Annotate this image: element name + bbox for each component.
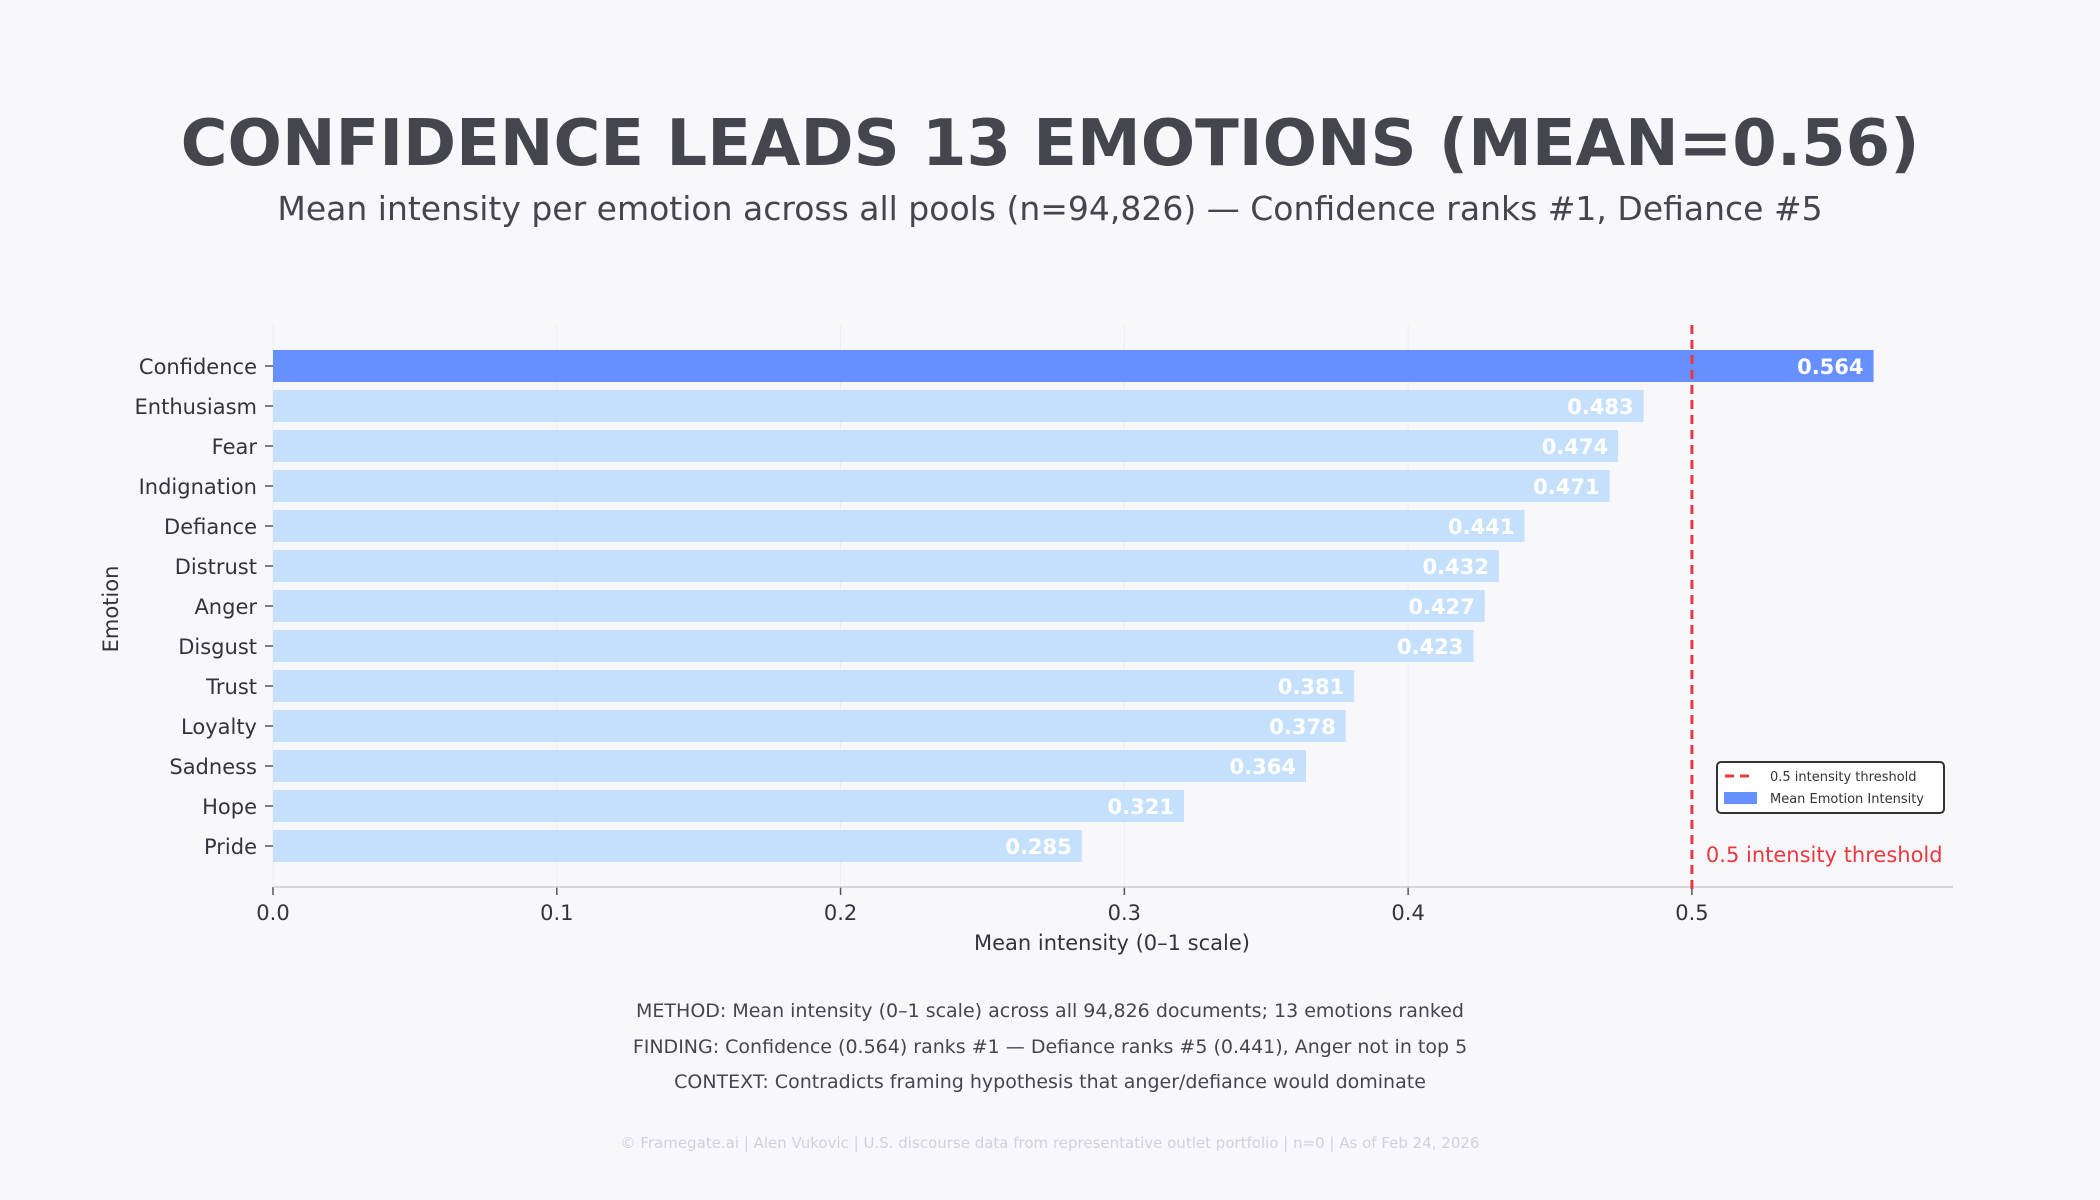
bar-value-label: 0.378: [1269, 715, 1335, 739]
chart-title: CONFIDENCE LEADS 13 EMOTIONS (MEAN=0.56): [181, 107, 1920, 181]
y-tick-label: Anger: [194, 595, 257, 619]
bar-value-label: 0.427: [1408, 595, 1474, 619]
y-tick-label: Pride: [204, 835, 257, 859]
bar-enthusiasm: [273, 390, 1644, 422]
x-tick-label: 0.1: [540, 901, 573, 925]
y-tick-label: Trust: [205, 675, 257, 699]
x-tick-label: 0.0: [256, 901, 289, 925]
bar-value-label: 0.381: [1278, 675, 1344, 699]
bar-value-label: 0.474: [1542, 435, 1608, 459]
bar-value-label: 0.483: [1567, 395, 1633, 419]
legend-bar-label: Mean Emotion Intensity: [1770, 792, 1924, 807]
bar-distrust: [273, 550, 1499, 582]
bar-fear: [273, 430, 1619, 462]
bar-value-label: 0.471: [1533, 475, 1599, 499]
bar-pride: [273, 830, 1082, 862]
x-tick-label: 0.5: [1675, 901, 1708, 925]
x-tick-labels: 0.0 0.1 0.2 0.3 0.4 0.5: [256, 887, 1709, 925]
y-tick-label: Distrust: [175, 555, 257, 579]
legend-bar-swatch: [1724, 792, 1757, 804]
y-tick-label: Enthusiasm: [135, 395, 257, 419]
footer-credit: © Framegate.ai | Alen Vukovic | U.S. dis…: [621, 1134, 1480, 1152]
y-tick-labels: Confidence Enthusiasm Fear Indignation Defia…: [135, 355, 273, 859]
bar-confidence: [273, 350, 1874, 382]
x-tick-label: 0.3: [1108, 901, 1141, 925]
bar-anger: [273, 590, 1485, 622]
bar-defiance: [273, 510, 1525, 542]
x-tick-label: 0.2: [824, 901, 857, 925]
bar-value-label: 0.432: [1423, 555, 1489, 579]
y-axis-label: Emotion: [99, 566, 123, 653]
legend: 0.5 intensity threshold Mean Emotion Int…: [1716, 761, 1945, 814]
x-tick-label: 0.4: [1391, 901, 1424, 925]
bar-hope: [273, 790, 1184, 822]
note-context: CONTEXT: Contradicts framing hypothesis …: [674, 1071, 1426, 1093]
note-method: METHOD: Mean intensity (0–1 scale) acros…: [636, 1000, 1464, 1022]
bars: 0.564 0.483 0.474 0.471 0.441 0.432 0.427 0.423…: [273, 350, 1874, 862]
bar-sadness: [273, 750, 1306, 782]
note-finding: FINDING: Confidence (0.564) ranks #1 — D…: [633, 1036, 1467, 1058]
bar-disgust: [273, 630, 1474, 662]
chart-subtitle: Mean intensity per emotion across all po…: [277, 189, 1822, 228]
y-tick-label: Defiance: [164, 515, 257, 539]
bar-trust: [273, 670, 1355, 702]
bar-indignation: [273, 470, 1610, 502]
bar-value-label: 0.321: [1108, 795, 1174, 819]
x-axis-label: Mean intensity (0–1 scale): [974, 931, 1250, 955]
threshold-label: 0.5 intensity threshold: [1706, 843, 1943, 867]
y-tick-label: Loyalty: [181, 715, 257, 739]
y-tick-label: Fear: [212, 435, 258, 459]
bar-value-label: 0.564: [1797, 355, 1863, 379]
bar-value-label: 0.423: [1397, 635, 1463, 659]
y-tick-label: Confidence: [139, 355, 257, 379]
bar-value-label: 0.441: [1448, 515, 1514, 539]
bar-value-label: 0.364: [1230, 755, 1296, 779]
bar-value-label: 0.285: [1005, 835, 1071, 859]
y-tick-label: Sadness: [169, 755, 257, 779]
y-tick-label: Disgust: [178, 635, 257, 659]
y-tick-label: Indignation: [139, 475, 257, 499]
legend-threshold-label: 0.5 intensity threshold: [1770, 770, 1917, 785]
y-tick-label: Hope: [202, 795, 257, 819]
bar-loyalty: [273, 710, 1346, 742]
